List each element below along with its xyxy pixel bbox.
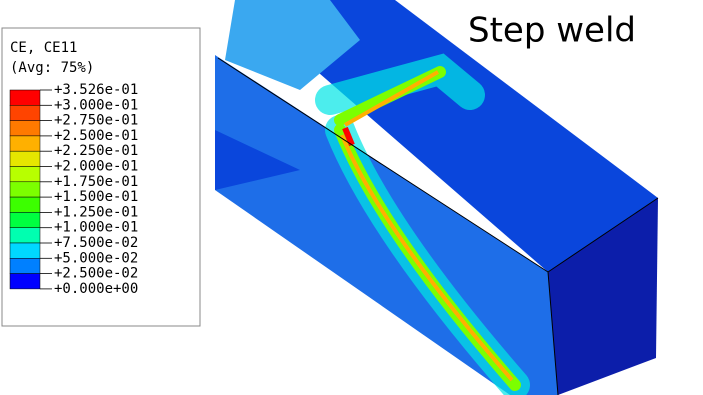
end-face (548, 198, 658, 395)
color-band (9, 258, 41, 274)
color-band (9, 120, 41, 137)
legend-subtitle: (Avg: 75%) (10, 60, 94, 76)
legend-label: +2.750e-01 (54, 113, 138, 129)
color-band (9, 273, 41, 290)
legend-label: +2.500e-02 (54, 266, 138, 282)
legend-label: +3.000e-01 (54, 97, 138, 113)
legend-label: +2.000e-01 (54, 159, 138, 175)
top-patch (225, 0, 360, 90)
legend-label: +5.000e-02 (54, 250, 138, 266)
color-band (9, 242, 41, 259)
edge (547, 197, 659, 273)
color-band (9, 196, 41, 213)
legend-scale: +3.526e-01+3.000e-01+2.750e-01+2.500e-01… (9, 82, 138, 297)
edge (217, 57, 549, 273)
legend-label: +1.250e-01 (54, 204, 138, 220)
legend-label: +7.500e-02 (54, 235, 138, 251)
legend-label: +1.000e-01 (54, 220, 138, 236)
legend-title: CE, CE11 (10, 40, 77, 56)
color-band (9, 150, 41, 167)
color-band (9, 212, 41, 228)
legend-label: +2.250e-01 (54, 143, 138, 159)
legend-label: +1.750e-01 (54, 174, 138, 190)
side-patch (215, 130, 300, 190)
legend-label: +2.500e-01 (54, 128, 138, 144)
legend-label: +3.526e-01 (54, 82, 138, 98)
weld-peak (342, 126, 355, 147)
edge (547, 271, 559, 395)
model (215, 0, 659, 395)
color-band (9, 227, 41, 244)
title: Step weld (468, 11, 636, 51)
top-face (235, 0, 658, 272)
legend-label: +0.000e+00 (54, 281, 138, 297)
weld-peak (340, 70, 514, 382)
color-band (9, 135, 41, 152)
color-band (9, 89, 41, 106)
color-band (9, 181, 41, 198)
color-band (9, 105, 41, 121)
color-band (9, 166, 41, 183)
legend-label: +1.500e-01 (54, 189, 138, 205)
